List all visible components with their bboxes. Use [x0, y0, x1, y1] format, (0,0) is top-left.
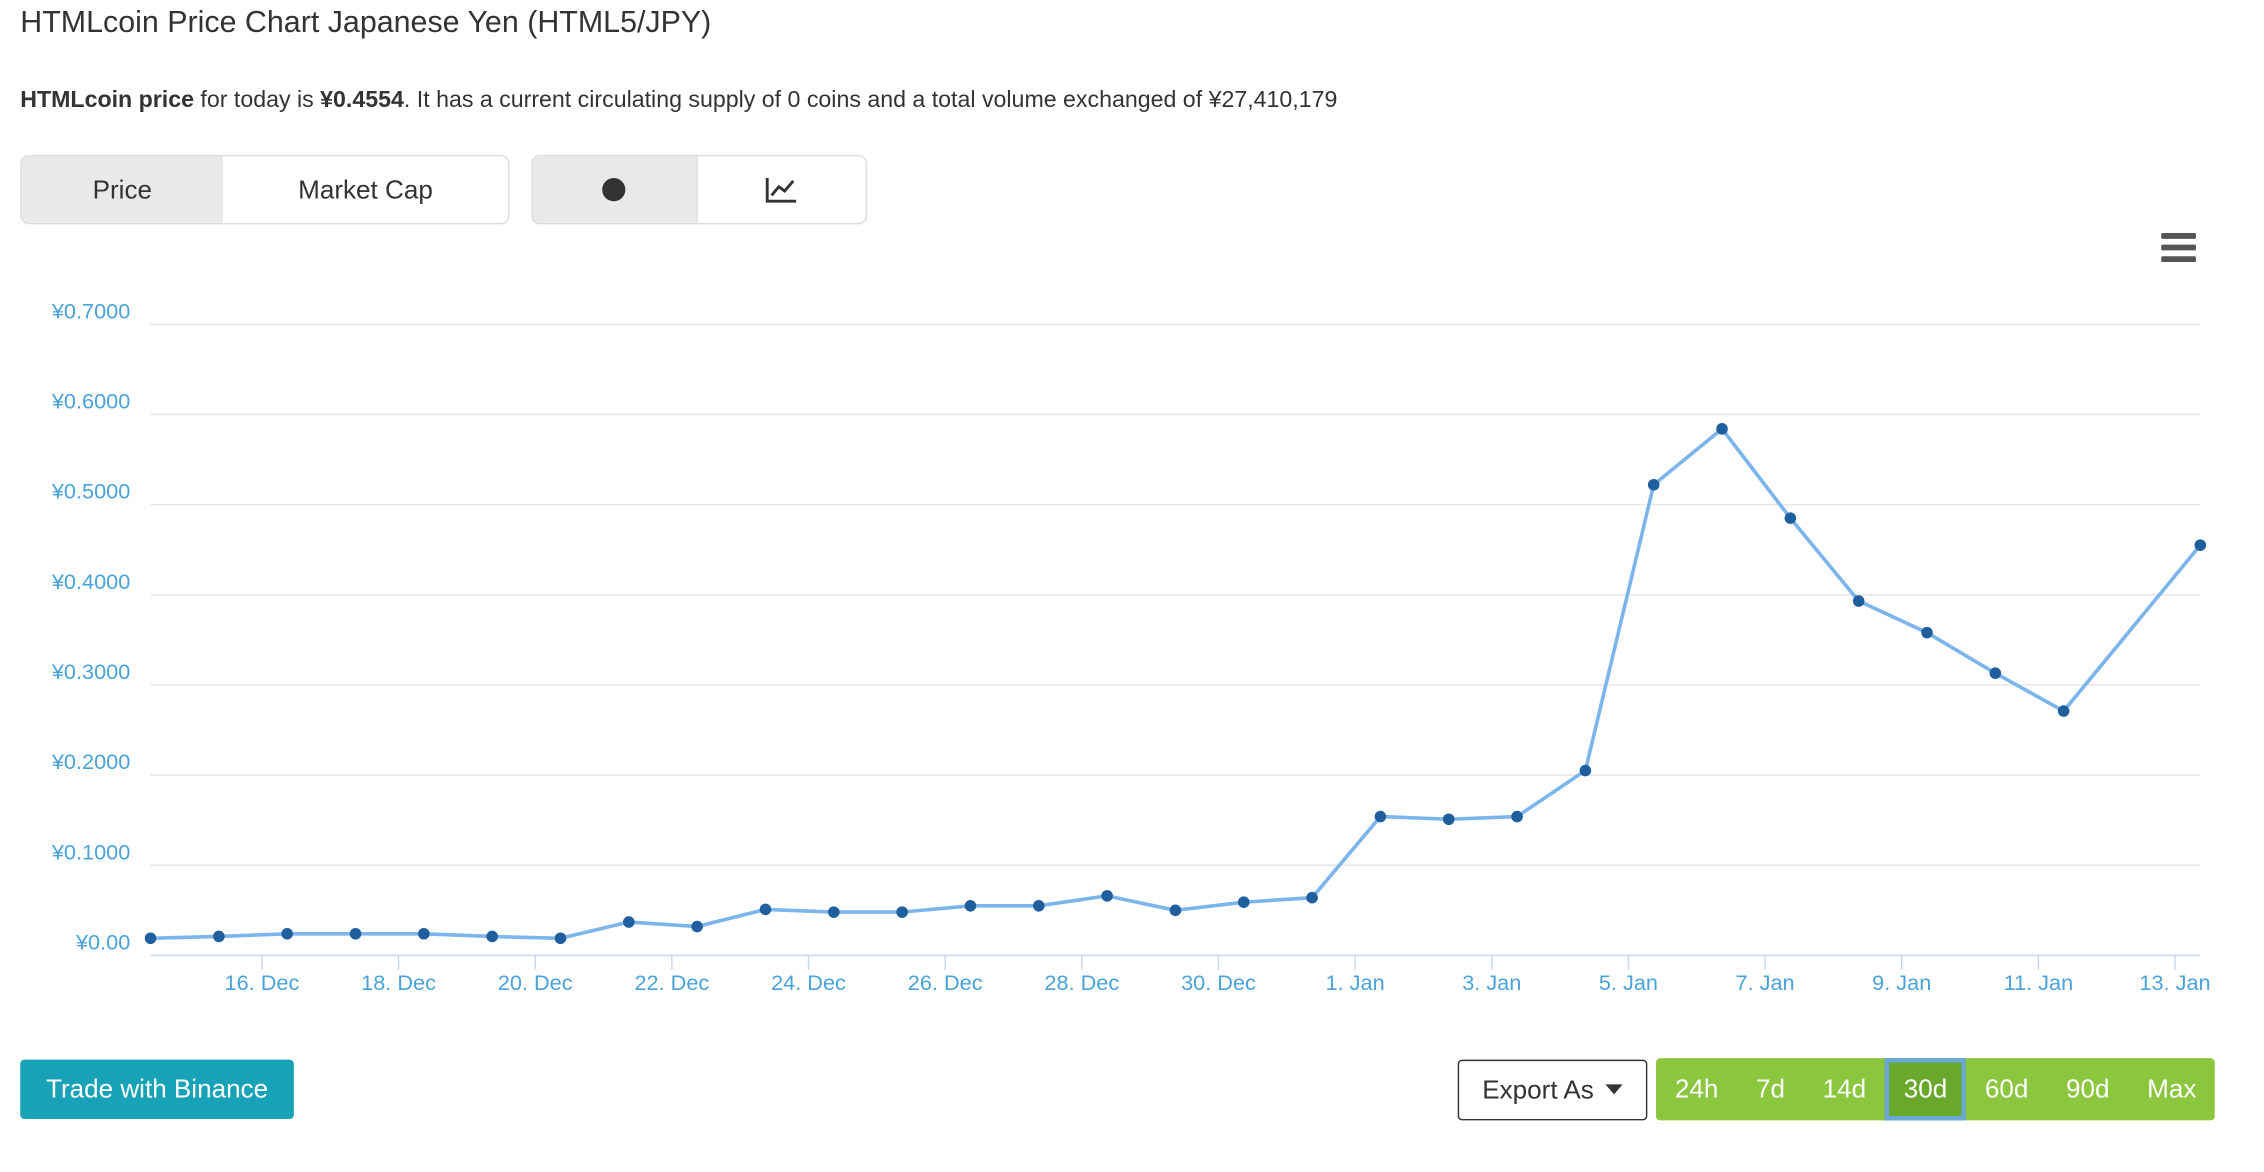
description: HTMLcoin price for today is ¥0.4554. It … [20, 88, 1337, 114]
data-point [349, 927, 362, 940]
x-tick-label: 30. Dec [1181, 970, 1256, 995]
tab[interactable]: Price [21, 156, 223, 223]
line-icon [765, 178, 796, 203]
data-point [1374, 810, 1387, 823]
data-point [1852, 595, 1865, 607]
data-point [1579, 764, 1592, 777]
data-point [691, 920, 703, 933]
data-point [828, 906, 840, 918]
data-point [213, 930, 225, 943]
tab-group: Price Market Cap [20, 154, 510, 225]
x-tick-label: 22. Dec [634, 970, 709, 995]
data-point [2194, 539, 2207, 551]
x-tick-label: 18. Dec [361, 970, 436, 995]
data-point [964, 900, 977, 912]
data-point [281, 927, 293, 940]
range-button[interactable]: 7d [1755, 1074, 1785, 1104]
export-label: Export As [1482, 1074, 1594, 1104]
y-tick-label: ¥0.6000 [51, 389, 130, 414]
tab[interactable]: Market Cap [298, 174, 433, 204]
data-point [486, 930, 498, 943]
y-tick-label: ¥0.3000 [51, 659, 130, 684]
data-point [896, 906, 908, 918]
line-style-button[interactable] [695, 156, 866, 223]
y-tick-label: ¥0.00 [75, 930, 130, 955]
y-tick-label: ¥0.5000 [51, 479, 130, 504]
y-tick-label: ¥0.4000 [51, 569, 130, 594]
range-button[interactable]: 14d [1822, 1074, 1867, 1104]
data-point [1647, 478, 1660, 491]
description-part: for today is [193, 88, 321, 113]
dot-icon [602, 178, 626, 202]
range-button[interactable]: 24h [1674, 1074, 1719, 1104]
data-point [759, 903, 772, 916]
caret [1605, 1084, 1623, 1095]
x-tick-label: 24. Dec [771, 970, 846, 995]
range-group: 24h 7d 14d 30d 60d 90d Max [1656, 1058, 2216, 1121]
data-point [1101, 890, 1113, 902]
export-button[interactable]: Export As [1457, 1059, 1648, 1121]
range-button[interactable]: 60d [1984, 1074, 2029, 1104]
data-point [1716, 423, 1728, 435]
x-tick-label: 20. Dec [498, 970, 573, 995]
data-point [144, 932, 157, 945]
data-point [1169, 904, 1182, 917]
x-tick-label: 28. Dec [1044, 970, 1119, 995]
x-tick-label: 11. Jan [2004, 970, 2074, 995]
data-point [1921, 626, 1933, 639]
price-line [150, 426, 2202, 941]
data-point [1442, 813, 1455, 826]
data-point [1989, 667, 2002, 679]
range-button[interactable]: Max [2147, 1074, 2197, 1104]
range-button[interactable]: 90d [2065, 1074, 2110, 1104]
data-point [418, 927, 430, 940]
x-tick-label: 7. Jan [1736, 970, 1795, 995]
x-tick-label: 16. Dec [225, 970, 300, 995]
menu-button[interactable] [2161, 233, 2196, 263]
description-part: ¥0.4554 [320, 88, 404, 113]
range-button[interactable]: 30d [1884, 1058, 1967, 1121]
x-tick-label: 26. Dec [908, 970, 983, 995]
y-tick-label: ¥0.1000 [51, 839, 130, 864]
trade-button[interactable]: Trade with Binance [20, 1059, 294, 1119]
chart-style-group [531, 154, 868, 225]
x-tick-label: 3. Jan [1462, 970, 1521, 995]
x-tick-label: 13. Jan [2139, 970, 2210, 995]
chart: ¥0.00 ¥0.1000 ¥0.2000 ¥0.3000 ¥0.4000 ¥0.5000… [51, 233, 2211, 995]
data-point [554, 932, 567, 945]
data-point [1032, 900, 1045, 912]
description-part: . It has a current circulating supply of… [403, 88, 1338, 113]
description-part: HTMLcoin price [20, 88, 194, 113]
x-tick-label: 5. Jan [1599, 970, 1658, 995]
data-point [1511, 810, 1523, 823]
data-point [623, 916, 635, 928]
data-point [1237, 896, 1250, 908]
x-tick-label: 9. Jan [1872, 970, 1931, 995]
page-title: HTMLcoin Price Chart Japanese Yen (HTML5… [20, 5, 712, 40]
dot-style-button[interactable] [532, 156, 696, 223]
data-point [1784, 512, 1797, 524]
y-tick-label: ¥0.7000 [51, 298, 130, 323]
data-point [1306, 891, 1318, 904]
y-tick-label: ¥0.2000 [51, 749, 130, 774]
data-point [2057, 705, 2070, 717]
x-tick-label: 1. Jan [1326, 970, 1385, 995]
